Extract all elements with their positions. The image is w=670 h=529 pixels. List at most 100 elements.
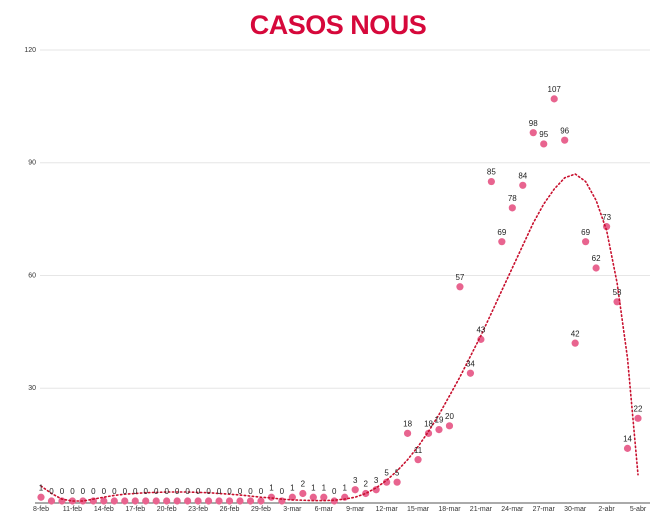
x-tick-label: 6-mar xyxy=(315,506,334,513)
data-label: 0 xyxy=(206,487,211,496)
data-label: 69 xyxy=(497,228,506,237)
x-tick-label: 20-feb xyxy=(157,506,177,513)
data-label: 18 xyxy=(424,419,433,428)
x-tick-label: 2-abr xyxy=(598,506,615,513)
data-label: 34 xyxy=(466,359,475,368)
point xyxy=(623,444,632,452)
data-label: 0 xyxy=(91,487,96,496)
point xyxy=(47,497,56,505)
data-label: 69 xyxy=(581,228,590,237)
point xyxy=(215,497,223,505)
data-label: 98 xyxy=(529,119,538,128)
data-label: 78 xyxy=(508,194,517,203)
data-label: 0 xyxy=(164,487,169,496)
data-label: 20 xyxy=(445,412,454,421)
point xyxy=(362,489,370,498)
point xyxy=(561,136,569,144)
point xyxy=(487,177,495,186)
chart-title: CASOS NOUS xyxy=(250,10,427,40)
point xyxy=(204,497,213,505)
point xyxy=(582,238,590,246)
y-tick-label: 60 xyxy=(28,272,36,279)
point xyxy=(435,425,443,434)
y-tick-label: 30 xyxy=(28,385,36,392)
point xyxy=(393,478,401,486)
x-tick-label: 29-feb xyxy=(251,506,271,513)
point xyxy=(320,493,328,501)
data-label: 0 xyxy=(185,487,190,496)
data-label: 1 xyxy=(311,483,316,492)
x-tick-label: 23-feb xyxy=(188,506,208,513)
data-label: 107 xyxy=(548,85,562,94)
data-label: 0 xyxy=(227,487,232,496)
data-label: 2 xyxy=(301,480,306,489)
x-tick-label: 30-mar xyxy=(564,506,587,513)
data-label: 0 xyxy=(196,487,201,496)
point xyxy=(540,140,548,148)
data-label: 2 xyxy=(363,480,368,489)
data-label: 1 xyxy=(269,483,274,492)
data-label: 0 xyxy=(133,487,138,496)
data-label: 43 xyxy=(476,326,485,335)
x-tick-label: 11-feb xyxy=(63,506,82,513)
data-label: 19 xyxy=(435,416,444,425)
point xyxy=(246,497,255,505)
data-label: 3 xyxy=(374,476,379,485)
point xyxy=(257,497,265,505)
x-tick-label: 9-mar xyxy=(346,506,365,513)
data-label: 18 xyxy=(403,419,412,428)
point xyxy=(121,497,129,505)
data-label: 0 xyxy=(81,487,86,496)
x-tick-label: 8-feb xyxy=(33,506,49,513)
x-tick-label: 17-feb xyxy=(125,506,145,513)
point xyxy=(194,497,202,505)
point xyxy=(100,497,108,505)
point xyxy=(330,497,338,505)
data-label: 0 xyxy=(154,487,159,496)
data-label: 42 xyxy=(571,329,580,338)
data-label: 5 xyxy=(395,468,400,477)
data-label: 62 xyxy=(592,254,601,263)
point xyxy=(236,497,244,505)
point xyxy=(152,497,160,505)
data-label: 0 xyxy=(217,487,222,496)
data-label: 84 xyxy=(518,171,527,180)
point xyxy=(456,283,464,291)
x-tick-label: 26-feb xyxy=(220,506,240,513)
trendline xyxy=(40,173,639,502)
point xyxy=(341,493,349,501)
x-tick-label: 14-feb xyxy=(94,506,114,513)
x-tick-label: 24-mar xyxy=(501,506,524,513)
x-tick-label: 15-mar xyxy=(407,506,430,513)
point xyxy=(184,497,192,505)
data-label: 11 xyxy=(414,446,423,455)
data-label: 0 xyxy=(175,487,180,496)
point xyxy=(414,456,422,464)
data-label: 53 xyxy=(613,288,622,297)
data-label: 0 xyxy=(70,487,75,496)
point xyxy=(288,493,296,501)
data-label: 1 xyxy=(290,483,295,492)
point xyxy=(58,497,66,505)
data-label: 0 xyxy=(238,487,243,496)
data-label: 0 xyxy=(248,487,253,496)
point xyxy=(571,339,579,347)
x-tick-label: 3-mar xyxy=(283,506,302,513)
point xyxy=(37,493,45,501)
y-tick-label: 120 xyxy=(24,47,36,54)
point xyxy=(267,493,276,501)
point xyxy=(508,204,516,212)
data-label: 22 xyxy=(634,404,643,413)
point xyxy=(89,497,97,505)
data-label: 1 xyxy=(343,483,348,492)
point xyxy=(477,335,485,343)
data-label: 0 xyxy=(123,487,128,496)
data-label: 0 xyxy=(102,487,107,496)
data-label: 0 xyxy=(332,487,337,496)
data-label: 73 xyxy=(602,213,611,222)
point xyxy=(529,129,537,137)
data-label: 0 xyxy=(112,487,117,496)
data-label: 57 xyxy=(455,273,464,282)
data-label: 0 xyxy=(60,487,65,496)
